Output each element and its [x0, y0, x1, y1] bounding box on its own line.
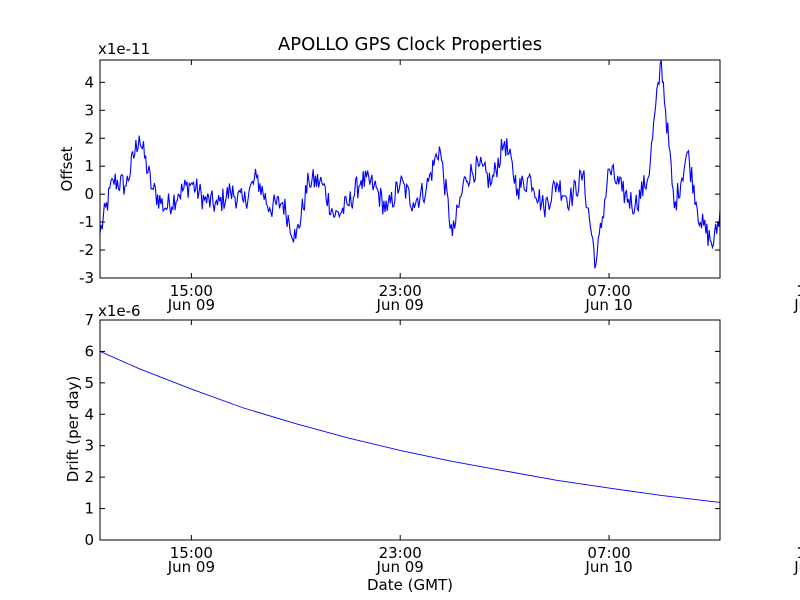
offset-xtick-time-label: 07:00	[587, 282, 630, 300]
offset-ytick-label: -3	[79, 269, 94, 287]
drift-ytick-label: 2	[84, 468, 94, 486]
offset-series-line	[100, 60, 720, 269]
offset-ytick-label: 3	[84, 101, 94, 119]
drift-xtick-time-label: 23:00	[379, 544, 422, 562]
drift-ytick-label: 4	[84, 405, 94, 423]
drift-xtick-date-label: Jun 09	[376, 558, 424, 576]
offset-xtick-date-label: Jun 10	[584, 296, 632, 314]
offset-ytick-label: 4	[84, 73, 94, 91]
drift-exponent-label: x1e-6	[98, 302, 141, 320]
offset-xtick-time-label: 23:00	[379, 282, 422, 300]
drift-xtick-date-label: Jun 10	[584, 558, 632, 576]
drift-ytick-label: 6	[84, 342, 94, 360]
drift-xtick-time-label: 15:00	[796, 544, 800, 562]
x-axis-label: Date (GMT)	[367, 576, 453, 594]
offset-ytick-label: 0	[84, 185, 94, 203]
drift-axes-frame	[99, 319, 721, 541]
drift-ytick-label: 5	[84, 374, 94, 392]
chart-title: APOLLO GPS Clock Properties	[278, 34, 542, 55]
drift-xtick-date-label: Jun 09	[167, 558, 215, 576]
drift-xtick-time-label: 07:00	[587, 544, 630, 562]
offset-xtick-date-label: Jun 09	[167, 296, 215, 314]
drift-xtick-date-label: Jun 10	[793, 558, 800, 576]
drift-xtick-time-label: 15:00	[170, 544, 213, 562]
offset-exponent-label: x1e-11	[98, 40, 150, 58]
offset-xtick-time-label: 15:00	[170, 282, 213, 300]
offset-axes-frame	[99, 59, 721, 279]
drift-series-line	[100, 350, 720, 503]
offset-xtick-date-label: Jun 10	[793, 296, 800, 314]
offset-ytick-label: 1	[84, 157, 94, 175]
drift-ytick-label: 0	[84, 531, 94, 549]
drift-ytick-label: 1	[84, 500, 94, 518]
offset-ytick-label: -2	[79, 241, 94, 259]
drift-axis-label: Drift (per day)	[64, 376, 82, 483]
drift-ytick-label: 3	[84, 437, 94, 455]
drift-ytick-label: 7	[84, 311, 94, 329]
offset-xtick-date-label: Jun 09	[376, 296, 424, 314]
offset-axis-label: Offset	[58, 146, 76, 191]
offset-ytick-label: -1	[79, 213, 94, 231]
drift-panel: x1e-6 Drift (per day) Date (GMT) 0 1 2 3 4 5 6…	[64, 302, 800, 594]
offset-xtick-time-label: 15:00	[796, 282, 800, 300]
offset-ytick-label: 2	[84, 129, 94, 147]
